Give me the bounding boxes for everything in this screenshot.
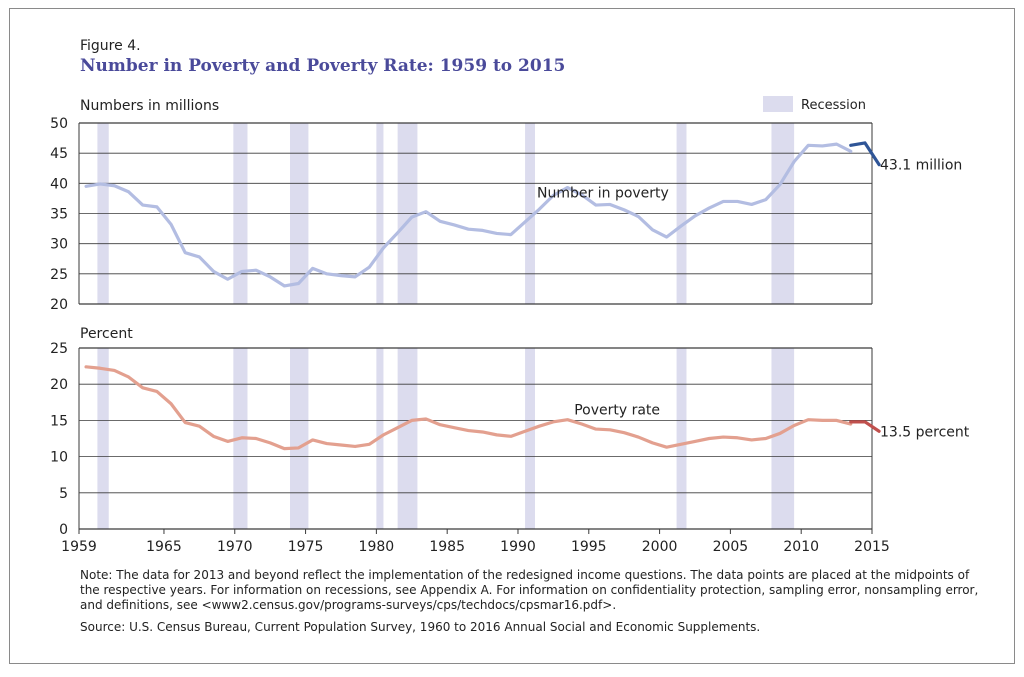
rate-y-axis-label: Percent <box>80 326 133 342</box>
rate-y-tick-label: 10 <box>50 450 68 466</box>
x-tick-label: 2005 <box>713 539 749 555</box>
rate-y-tick-label: 25 <box>50 341 68 357</box>
number-y-axis-label: Numbers in millions <box>80 98 219 114</box>
x-tick-label: 1985 <box>429 539 465 555</box>
figure-note: Note: The data for 2013 and beyond refle… <box>80 568 979 612</box>
number-panel: 20 25 30 35 40 45 50 Numbers in millions Number … <box>50 98 962 313</box>
x-tick-label: 1975 <box>288 539 324 555</box>
figure-frame <box>9 8 1015 664</box>
rate-recession-band <box>289 348 309 529</box>
x-tick-label: 2010 <box>783 539 819 555</box>
x-tick-label: 1965 <box>146 539 182 555</box>
rate-y-tick-label: 5 <box>59 486 68 502</box>
rate-end-label: 13.5 percent <box>880 424 970 440</box>
number-end-label: 43.1 million <box>880 158 962 174</box>
legend-recession-swatch <box>763 96 793 112</box>
rate-recession-band <box>771 348 795 529</box>
number-y-tick-label: 35 <box>50 207 68 223</box>
figure-title: Number in Poverty and Poverty Rate: 1959… <box>80 56 565 76</box>
legend-recession-label: Recession <box>801 98 866 113</box>
number-y-tick-label: 25 <box>50 267 68 283</box>
figure-source: Source: U.S. Census Bureau, Current Popu… <box>80 620 761 634</box>
rate-y-tick-label: 20 <box>50 377 68 393</box>
x-tick-label: 1959 <box>61 539 97 555</box>
rate-recession-band <box>525 348 535 529</box>
x-tick-label: 1970 <box>217 539 253 555</box>
rate-recession-band <box>676 348 687 529</box>
number-y-tick-label: 30 <box>50 237 68 253</box>
x-tick-label: 2015 <box>854 539 890 555</box>
x-tick-label: 1990 <box>500 539 536 555</box>
x-tick-label: 2000 <box>642 539 678 555</box>
x-tick-label: 1995 <box>571 539 607 555</box>
number-series-label: Number in poverty <box>537 185 669 201</box>
rate-recession-band <box>97 348 109 529</box>
figure-label: Figure 4. <box>80 38 141 54</box>
x-tick-label: 1980 <box>359 539 395 555</box>
rate-series-line <box>849 420 881 433</box>
rate-series-label: Poverty rate <box>574 403 660 419</box>
rate-recession-band <box>397 348 418 529</box>
number-y-tick-label: 40 <box>50 176 68 192</box>
rate-y-tick-label: 15 <box>50 413 68 429</box>
number-y-tick-label: 45 <box>50 146 68 162</box>
number-y-tick-label: 20 <box>50 297 68 313</box>
number-y-tick-label: 50 <box>50 116 68 132</box>
rate-y-tick-label: 0 <box>59 522 68 538</box>
number-series-line <box>84 142 853 288</box>
rate-panel: 0 5 10 15 20 25 Percent 1959 1965 1970 1975 1980 198… <box>50 326 970 555</box>
number-series-line <box>849 141 881 167</box>
rate-series-line <box>84 365 853 451</box>
